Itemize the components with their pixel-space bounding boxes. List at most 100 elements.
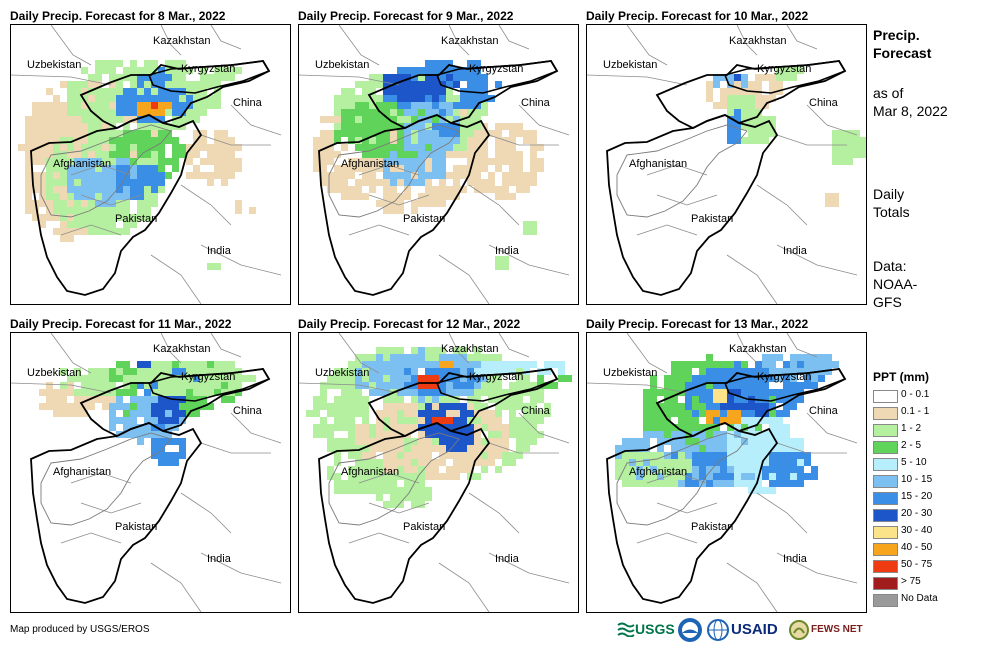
precip-cell xyxy=(509,158,516,165)
precip-cell xyxy=(116,172,123,179)
precip-cell xyxy=(172,375,179,382)
precip-cell xyxy=(650,403,657,410)
precip-cell xyxy=(418,410,425,417)
precip-cell xyxy=(481,88,488,95)
precip-cell xyxy=(81,228,88,235)
precip-cell xyxy=(200,375,207,382)
precip-cell xyxy=(762,396,769,403)
precip-cell xyxy=(151,137,158,144)
precip-cell xyxy=(397,501,404,508)
precip-cell xyxy=(664,459,671,466)
precip-cell xyxy=(81,172,88,179)
precip-cell xyxy=(95,186,102,193)
precip-cell xyxy=(432,200,439,207)
precip-cell xyxy=(460,452,467,459)
precip-cell xyxy=(383,354,390,361)
precip-cell xyxy=(186,389,193,396)
precip-cell xyxy=(123,200,130,207)
precip-cell xyxy=(713,74,720,81)
precip-cell xyxy=(369,445,376,452)
precip-cell xyxy=(453,144,460,151)
precip-cell xyxy=(214,130,221,137)
precip-cell xyxy=(95,81,102,88)
precip-cell xyxy=(95,109,102,116)
precip-cell xyxy=(488,431,495,438)
precip-cell xyxy=(376,347,383,354)
precip-cell xyxy=(488,179,495,186)
precip-cell xyxy=(432,410,439,417)
precip-cell xyxy=(453,74,460,81)
precip-cell xyxy=(523,228,530,235)
precip-cell xyxy=(214,88,221,95)
precip-cell xyxy=(102,207,109,214)
precip-cell xyxy=(200,389,207,396)
precip-cell xyxy=(130,179,137,186)
precip-cell xyxy=(481,165,488,172)
precip-cell xyxy=(460,74,467,81)
precip-cell xyxy=(390,354,397,361)
precip-cell xyxy=(846,144,853,151)
precip-cell xyxy=(474,473,481,480)
precip-cell xyxy=(425,165,432,172)
precip-cell xyxy=(432,193,439,200)
country-label-afghanistan: Afghanistan xyxy=(341,158,399,170)
precip-cell xyxy=(390,375,397,382)
precip-cell xyxy=(460,151,467,158)
precip-cell xyxy=(425,347,432,354)
precip-cell xyxy=(404,165,411,172)
precip-cell xyxy=(439,158,446,165)
precip-cell xyxy=(432,144,439,151)
precip-cell xyxy=(495,193,502,200)
precip-cell xyxy=(95,221,102,228)
precip-cell xyxy=(376,487,383,494)
precip-cell xyxy=(418,158,425,165)
precip-cell xyxy=(832,361,839,368)
precip-cell xyxy=(249,207,256,214)
precip-cell xyxy=(411,95,418,102)
precip-cell xyxy=(151,88,158,95)
precip-cell xyxy=(439,459,446,466)
precip-cell xyxy=(818,354,825,361)
precip-cell xyxy=(341,95,348,102)
precip-cell xyxy=(685,417,692,424)
precip-cell xyxy=(193,403,200,410)
precip-cell xyxy=(425,368,432,375)
precip-cell xyxy=(657,403,664,410)
precip-cell xyxy=(439,382,446,389)
precip-cell xyxy=(481,424,488,431)
precip-cell xyxy=(46,179,53,186)
precip-cell xyxy=(467,81,474,88)
precip-cell xyxy=(481,368,488,375)
precip-cell xyxy=(453,109,460,116)
precip-cell xyxy=(376,361,383,368)
precip-cell xyxy=(474,74,481,81)
precip-cell xyxy=(123,95,130,102)
precip-cell xyxy=(643,438,650,445)
precip-cell xyxy=(334,95,341,102)
precip-cell xyxy=(355,445,362,452)
precip-cell xyxy=(369,480,376,487)
precip-cell xyxy=(762,438,769,445)
country-boundary xyxy=(723,60,847,94)
precip-cell xyxy=(657,417,664,424)
precip-cell xyxy=(699,375,706,382)
precip-cell xyxy=(376,95,383,102)
precip-cell xyxy=(418,452,425,459)
precip-cell xyxy=(383,130,390,137)
precip-cell xyxy=(376,389,383,396)
side-asof: as of Mar 8, 2022 xyxy=(873,84,948,120)
precip-cell xyxy=(172,410,179,417)
precip-cell xyxy=(425,452,432,459)
precip-cell xyxy=(467,368,474,375)
precip-cell xyxy=(362,466,369,473)
precip-cell xyxy=(783,67,790,74)
admin-boundary xyxy=(488,442,559,454)
precip-cell xyxy=(678,417,685,424)
map-panel-1: Kazakhstan Uzbekistan Kyrgyzstan China Afgha… xyxy=(10,24,291,305)
precip-cell xyxy=(495,389,502,396)
country-boundary xyxy=(606,422,779,604)
precip-cell xyxy=(193,375,200,382)
legend-label: 1 - 2 xyxy=(901,423,922,434)
precip-cell xyxy=(369,116,376,123)
admin-boundary xyxy=(299,74,400,86)
